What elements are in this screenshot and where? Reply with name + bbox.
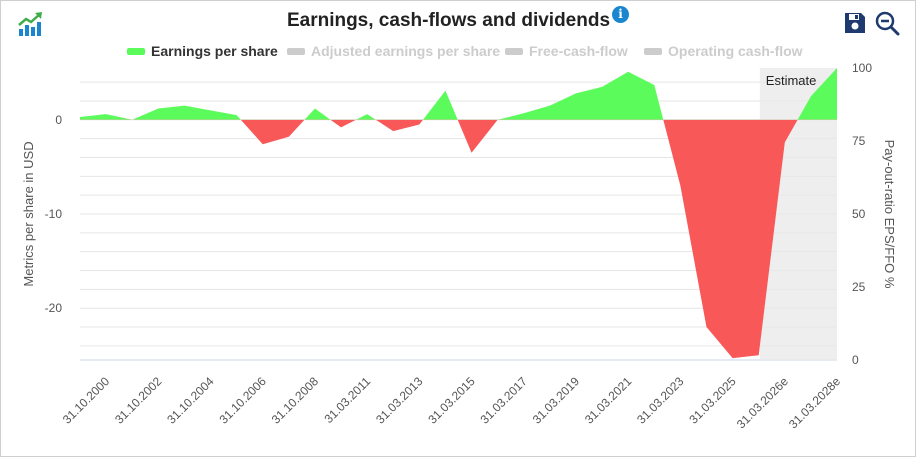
y2-tick-label: 75 [852,134,866,148]
legend-swatch [505,47,523,55]
data-point[interactable] [625,69,631,75]
data-point[interactable] [547,103,553,109]
y2-tick-label: 0 [852,353,859,367]
data-point[interactable] [77,114,83,120]
data-point[interactable] [599,84,605,90]
y-tick-label: -20 [45,301,63,315]
chart-title: Earnings, cash-flows and dividends [286,10,611,31]
y-axis-title: Metrics per share in USD [21,141,36,286]
legend-label: Adjusted earnings per share [311,43,501,59]
legend-swatch [644,47,662,55]
legend-item-earnings-per-share[interactable]: Earnings per share [127,43,278,59]
chart-title-row: Earnings, cash-flows and dividends i [0,6,916,32]
data-point[interactable] [573,90,579,96]
info-icon[interactable]: i [612,6,630,23]
y-tick-label: -10 [45,207,63,221]
legend-item-adjusted-earnings-per-share[interactable]: Adjusted earnings per share [287,43,500,59]
data-point[interactable] [103,111,109,117]
data-point[interactable] [495,117,501,123]
x-axis: 31.10.2000 31.10.2002 31.10.2004 31.10.2006… [60,374,843,431]
data-point[interactable] [260,141,266,147]
data-point[interactable] [234,112,240,118]
x-tick-label: 31.10.2004 [164,374,217,427]
legend-swatch [127,47,145,55]
x-tick-label: 31.03.2017 [478,374,531,427]
data-point[interactable] [834,65,840,71]
data-point[interactable] [338,124,344,130]
y-axis-right: 100 75 50 25 0 [852,61,872,367]
x-tick-label: 31.10.2008 [269,374,322,427]
data-point[interactable] [390,128,396,134]
legend-swatch [287,47,305,55]
legend-item-free-cash-flow[interactable]: Free-cash-flow [505,43,628,59]
data-point[interactable] [703,324,709,330]
save-icon[interactable] [842,10,868,36]
data-point[interactable] [651,82,657,88]
earnings-area-positive [80,68,837,120]
data-point[interactable] [208,107,214,113]
y2-tick-label: 100 [852,61,872,75]
y2-axis-title: Pay-out-ratio EPS/FFO % [882,140,897,289]
data-point[interactable] [155,106,161,112]
legend-label: Operating cash-flow [668,43,803,59]
data-point[interactable] [416,122,422,128]
data-point[interactable] [469,150,475,156]
data-point[interactable] [521,110,527,116]
x-tick-label: 31.03.2019 [530,374,583,427]
x-tick-label: 31.03.2025 [686,374,739,427]
data-point[interactable] [677,183,683,189]
x-tick-label: 31.03.2013 [373,374,426,427]
data-point[interactable] [181,103,187,109]
data-point[interactable] [442,88,448,94]
x-tick-label: 31.10.2006 [216,374,269,427]
x-tick-label: 31.10.2002 [112,374,165,427]
data-point[interactable] [129,117,135,123]
data-point[interactable] [312,106,318,112]
x-tick-label: 31.03.2028e [786,374,843,431]
legend-item-operating-cash-flow[interactable]: Operating cash-flow [644,43,803,59]
zoom-icon[interactable] [874,10,900,36]
y2-tick-label: 25 [852,280,866,294]
data-point[interactable] [286,134,292,140]
data-point[interactable] [782,139,788,145]
x-tick-label: 31.03.2026e [734,374,791,431]
legend: Earnings per share Adjusted earnings per… [0,43,916,61]
x-tick-label: 31.03.2021 [582,374,635,427]
data-point[interactable] [756,352,762,358]
y-tick-label: 0 [55,113,62,127]
data-point[interactable] [808,93,814,99]
estimate-label: Estimate [766,73,817,88]
y2-tick-label: 50 [852,207,866,221]
legend-label: Free-cash-flow [529,43,628,59]
x-tick-label: 31.03.2011 [322,374,374,426]
x-tick-label: 31.10.2000 [60,374,113,427]
y-axis-left: 0 -10 -20 [45,113,63,315]
data-point[interactable] [364,111,370,117]
x-tick-label: 31.03.2023 [634,374,687,427]
legend-label: Earnings per share [151,43,278,59]
trending-up-chart-icon[interactable] [16,10,44,38]
x-tick-label: 31.03.2015 [425,374,478,427]
data-point[interactable] [730,355,736,361]
earnings-area-negative [132,119,798,359]
